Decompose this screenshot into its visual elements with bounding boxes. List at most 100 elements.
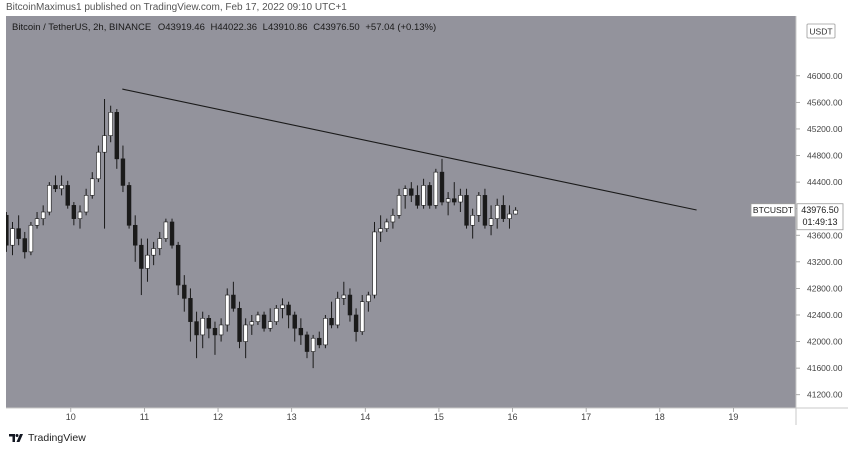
candle-up xyxy=(267,321,273,329)
candle-up xyxy=(372,231,377,296)
candle-down xyxy=(298,327,304,336)
candle-down xyxy=(120,158,126,186)
legend-low-value: 43910.86 xyxy=(268,22,308,33)
candle-up xyxy=(378,228,383,233)
candle-up xyxy=(360,301,365,332)
candle-down xyxy=(317,337,322,346)
candle-down xyxy=(139,244,144,269)
candle-up xyxy=(390,215,396,223)
candle-up xyxy=(34,218,40,226)
candle-up xyxy=(280,304,285,309)
price-tick-label: 43200.00 xyxy=(807,257,843,267)
candle-up xyxy=(402,188,408,196)
candle-down xyxy=(133,224,138,246)
price-tag-box xyxy=(796,203,844,231)
candle-up xyxy=(59,185,64,190)
legend-close-value: 43976.50 xyxy=(320,22,360,33)
chart-container[interactable]: Bitcoin / TetherUS, 2h, BINANCE O43919.4… xyxy=(4,16,848,425)
candle-up xyxy=(10,228,15,246)
candle-up xyxy=(274,308,279,322)
currency-box[interactable] xyxy=(806,23,836,39)
candle-down xyxy=(182,284,187,299)
candle-up xyxy=(323,318,328,346)
legend-symbol: Bitcoin / TetherUS, 2h, BINANCE xyxy=(12,22,151,33)
candle-up xyxy=(151,248,156,256)
candle-up xyxy=(157,238,162,249)
candle-down xyxy=(212,327,218,336)
price-tick-label: 41600.00 xyxy=(807,363,843,373)
candle-up xyxy=(163,221,169,239)
candle-down xyxy=(439,171,445,203)
candle-up xyxy=(488,218,494,226)
candle-down xyxy=(194,321,199,336)
candle-up xyxy=(476,195,481,216)
time-tick-label: 16 xyxy=(508,412,518,422)
candle-down xyxy=(16,228,21,239)
price-tick-label: 45600.00 xyxy=(807,97,843,107)
tradingview-logo-icon xyxy=(9,434,23,442)
candle-up xyxy=(470,215,475,226)
candle-up xyxy=(28,224,34,253)
time-tick-label: 19 xyxy=(728,412,738,422)
candle-up xyxy=(513,209,518,215)
candle-down xyxy=(415,195,420,206)
legend-low-label: L xyxy=(263,22,268,33)
time-tick-label: 18 xyxy=(655,412,665,422)
time-axis-background[interactable] xyxy=(6,408,796,425)
candle-down xyxy=(22,238,27,253)
candle-up xyxy=(243,324,248,342)
candle-up xyxy=(102,135,107,153)
candle-up xyxy=(396,195,402,216)
candle-down xyxy=(169,221,175,246)
candle-up xyxy=(507,213,512,219)
candlestick-chart[interactable]: Bitcoin / TetherUS, 2h, BINANCE O43919.4… xyxy=(4,16,848,425)
tradingview-footer[interactable]: TradingView xyxy=(8,431,86,445)
descending-trendline[interactable] xyxy=(122,88,697,211)
price-tick-label: 43600.00 xyxy=(807,230,843,240)
price-tick-label: 44800.00 xyxy=(807,151,843,161)
candle-down xyxy=(4,215,9,246)
candle-up xyxy=(433,171,439,206)
time-tick-label: 10 xyxy=(66,412,76,422)
legend-high-value: 44022.36 xyxy=(217,22,257,33)
candle-countdown: 01:49:13 xyxy=(802,217,837,227)
candle-down xyxy=(501,205,506,219)
price-tick-label: 45200.00 xyxy=(807,124,843,134)
candle-down xyxy=(71,205,77,219)
last-price-tag[interactable]: BTCUSDT 43976.50 01:49:13 xyxy=(750,203,844,231)
candle-up xyxy=(83,195,89,213)
candle-down xyxy=(452,198,457,203)
price-tick-label: 42400.00 xyxy=(807,310,843,320)
candle-up xyxy=(421,185,426,206)
price-tick-label: 44400.00 xyxy=(807,177,843,187)
candle-up xyxy=(145,254,150,269)
time-tick-label: 11 xyxy=(140,412,149,422)
candle-down xyxy=(482,195,488,226)
price-tick-label: 41200.00 xyxy=(807,390,843,400)
candle-down xyxy=(126,185,132,226)
candle-down xyxy=(292,314,297,329)
time-tick-label: 17 xyxy=(581,412,591,422)
price-tick-label: 46000.00 xyxy=(807,71,843,81)
legend-open-label: O xyxy=(158,22,165,33)
candle-up xyxy=(90,178,95,196)
publisher-line: BitcoinMaximus1 published on TradingView… xyxy=(6,2,347,13)
candle-up xyxy=(366,294,371,302)
candle-up xyxy=(96,151,101,180)
legend-line: Bitcoin / TetherUS, 2h, BINANCE O43919.4… xyxy=(12,22,436,33)
time-tick-label: 13 xyxy=(287,412,297,422)
candle-up xyxy=(40,211,46,219)
candle-down xyxy=(53,185,58,190)
tradingview-brand: TradingView xyxy=(28,432,86,444)
candle-down xyxy=(347,294,353,316)
price-tick-label: 42000.00 xyxy=(807,337,843,347)
legend-open-value: 43919.46 xyxy=(165,22,205,33)
candle-up xyxy=(218,324,224,336)
candle-down xyxy=(114,112,120,160)
time-tick-label: 14 xyxy=(360,412,370,422)
candle-down xyxy=(237,308,242,342)
candle-up xyxy=(495,205,500,219)
candle-down xyxy=(175,244,181,286)
candle-up xyxy=(200,318,205,336)
candle-up xyxy=(255,314,261,322)
